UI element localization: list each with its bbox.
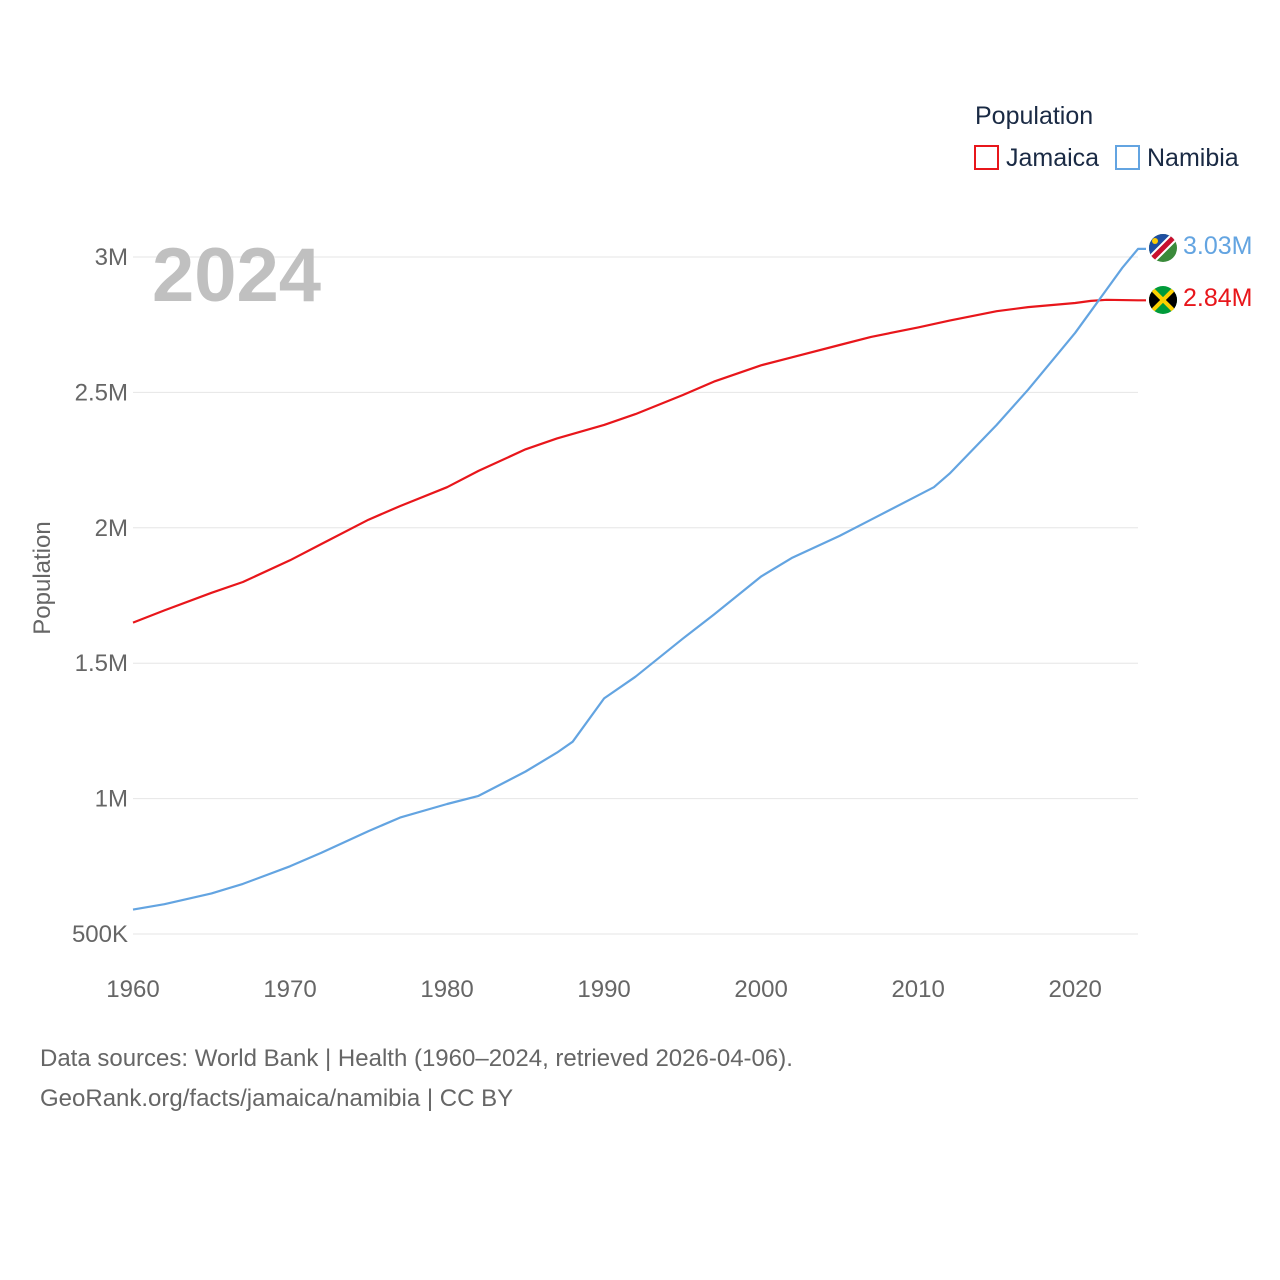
legend-label-jamaica[interactable]: Jamaica: [1006, 144, 1099, 172]
x-tick-label: 1960: [106, 976, 159, 1003]
namibia-flag-icon: [1149, 234, 1177, 262]
x-axis-ticks: 1960 1970 1980 1990 2000 2010 2020: [106, 976, 1102, 1003]
series-lines: [132, 247, 1146, 911]
y-tick-label: 1M: [95, 786, 128, 813]
x-tick-label: 1980: [420, 976, 473, 1003]
legend-title: Population: [975, 102, 1093, 130]
source-line-2: GeoRank.org/facts/jamaica/namibia | CC B…: [40, 1085, 514, 1112]
legend: Population Jamaica Namibia: [974, 102, 1239, 172]
end-label-namibia: 3.03M: [1183, 232, 1252, 260]
x-tick-label: 2020: [1048, 976, 1101, 1003]
population-chart: 500K 1M 1.5M 2M 2.5M 3M 1960 1970 1980 1990 2000 2…: [29, 102, 1252, 1003]
series-line-jamaica[interactable]: [132, 298, 1146, 624]
legend-swatch-namibia[interactable]: [1115, 145, 1140, 170]
x-tick-label: 2010: [891, 976, 944, 1003]
y-tick-label: 500K: [72, 921, 128, 948]
x-tick-label: 1970: [263, 976, 316, 1003]
y-tick-label: 1.5M: [75, 650, 128, 677]
x-tick-label: 1990: [577, 976, 630, 1003]
y-axis-title: Population: [29, 521, 56, 634]
legend-label-namibia[interactable]: Namibia: [1147, 144, 1239, 172]
x-tick-label: 2000: [734, 976, 787, 1003]
series-line-namibia[interactable]: [132, 247, 1146, 911]
source-line-1: Data sources: World Bank | Health (1960–…: [40, 1045, 793, 1072]
jamaica-flag-icon: [1149, 286, 1177, 314]
y-tick-label: 2.5M: [75, 379, 128, 406]
y-tick-label: 3M: [95, 244, 128, 271]
gridlines: [133, 256, 1138, 935]
end-label-jamaica: 2.84M: [1183, 284, 1252, 312]
year-label: 2024: [152, 233, 321, 318]
y-axis-ticks: 500K 1M 1.5M 2M 2.5M 3M: [72, 244, 128, 948]
y-tick-label: 2M: [95, 515, 128, 542]
legend-swatch-jamaica[interactable]: [974, 145, 999, 170]
